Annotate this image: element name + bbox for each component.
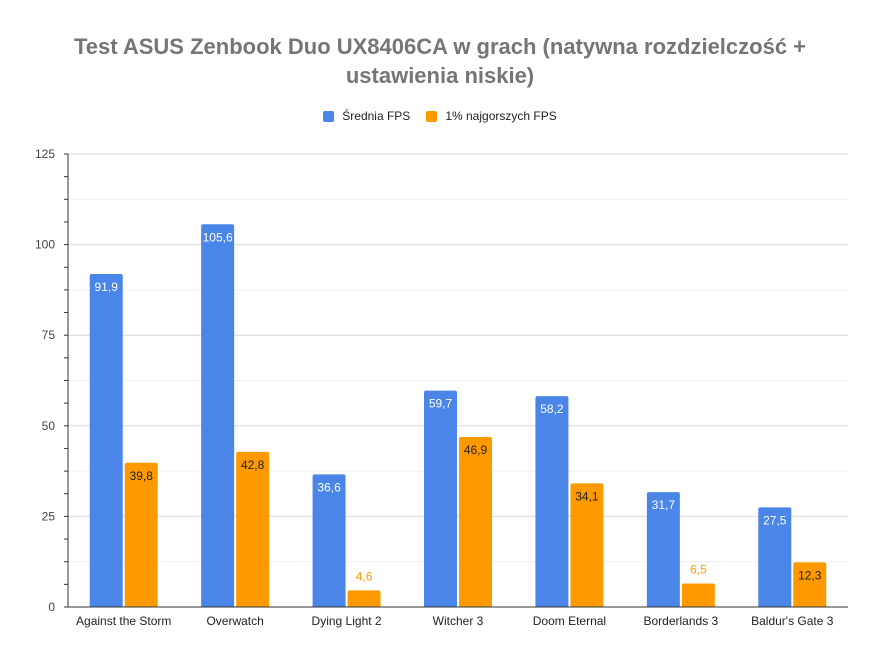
data-label-low-fps: 39,8 [130, 469, 154, 483]
y-tick-label: 25 [42, 509, 56, 523]
bar-low-fps [124, 462, 158, 607]
y-tick-label: 0 [48, 600, 55, 614]
x-tick-label: Overwatch [206, 614, 263, 628]
data-label-avg-fps: 31,7 [652, 498, 676, 512]
legend-label-low-fps: 1% najgorszych FPS [445, 109, 557, 123]
data-label-low-fps: 46,9 [464, 443, 488, 457]
data-label-low-fps: 42,8 [241, 458, 265, 472]
x-tick-label: Against the Storm [76, 614, 171, 628]
data-label-avg-fps: 105,6 [203, 230, 233, 244]
x-tick-label: Baldur's Gate 3 [751, 614, 834, 628]
bar-avg-fps [89, 273, 123, 607]
x-tick-label: Borderlands 3 [643, 614, 718, 628]
chart-title: Test ASUS Zenbook Duo UX8406CA w grach (… [0, 32, 880, 90]
bar-low-fps [570, 483, 604, 607]
data-label-avg-fps: 36,6 [317, 480, 341, 494]
data-label-avg-fps: 58,2 [540, 402, 564, 416]
bar-avg-fps [535, 396, 569, 607]
y-tick-label: 100 [35, 238, 55, 252]
bar-avg-fps [646, 492, 680, 607]
bar-low-fps [681, 583, 715, 607]
data-label-avg-fps: 91,9 [95, 280, 119, 294]
data-label-avg-fps: 27,5 [763, 513, 787, 527]
bar-avg-fps [312, 474, 346, 607]
legend-item-avg-fps: Średnia FPS [323, 109, 410, 123]
x-tick-label: Doom Eternal [533, 614, 606, 628]
y-tick-label: 50 [42, 419, 56, 433]
chart-title-line-1: Test ASUS Zenbook Duo UX8406CA w grach (… [73, 34, 807, 59]
data-label-avg-fps: 59,7 [429, 397, 453, 411]
legend-swatch-avg-fps [323, 110, 335, 122]
legend-swatch-low-fps [426, 110, 438, 122]
legend-label-avg-fps: Średnia FPS [342, 109, 411, 123]
chart-title-line-2: ustawienia niskie) [345, 63, 535, 88]
bar-avg-fps [758, 507, 792, 607]
bar-avg-fps [201, 224, 235, 607]
legend-item-low-fps: 1% najgorszych FPS [426, 109, 557, 123]
bar-low-fps [347, 590, 381, 607]
bar-low-fps [793, 562, 827, 607]
data-label-low-fps: 6,5 [690, 562, 707, 576]
legend: Średnia FPS 1% najgorszych FPS [0, 109, 880, 123]
data-label-low-fps: 12,3 [798, 568, 822, 582]
x-tick-label: Witcher 3 [433, 614, 484, 628]
x-tick-label: Dying Light 2 [312, 614, 382, 628]
y-tick-label: 125 [35, 147, 55, 161]
data-label-low-fps: 34,1 [575, 489, 599, 503]
bar-avg-fps [424, 390, 457, 607]
bar-low-fps [236, 451, 270, 607]
bar-low-fps [459, 437, 492, 607]
data-label-low-fps: 4,6 [356, 569, 373, 583]
y-tick-label: 75 [42, 328, 56, 342]
